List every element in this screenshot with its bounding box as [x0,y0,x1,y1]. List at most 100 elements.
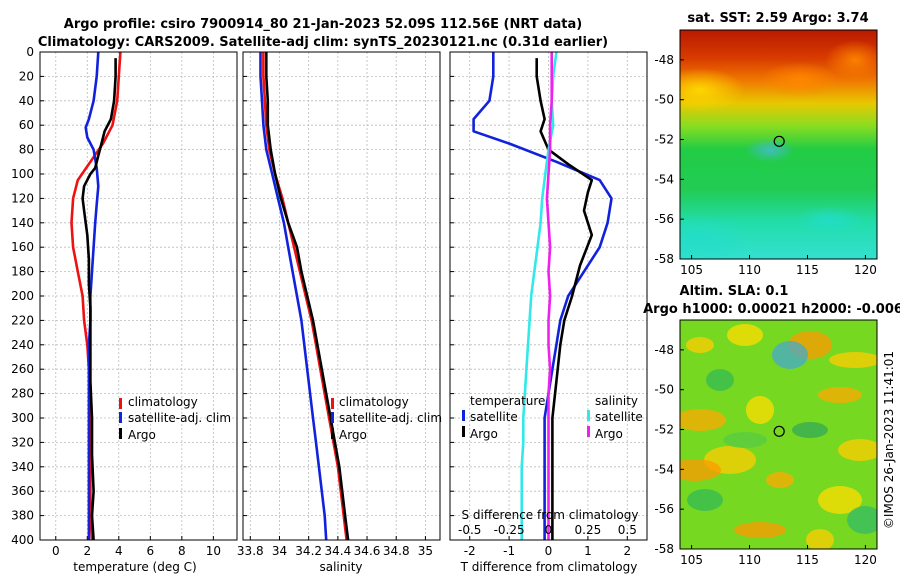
sla-map-title-line2: Argo h1000: 0.00021 h2000: -0.006 [643,302,900,317]
x-tick-label: 35 [418,544,433,558]
x-tick-label: 34.4 [324,544,351,558]
x-tick-label: 34.6 [354,544,381,558]
sla-patch [706,369,734,391]
series-line-argo [81,58,117,540]
map-x-tick-label: 110 [738,553,761,567]
legend-swatch-s-argo [587,426,590,437]
map-x-tick-label: 110 [738,263,761,277]
difference-panel: -2 -1 0 1 2 -0.5 -0.25 0 0.25 0.5 [449,51,648,558]
sst-map-title: sat. SST: 2.59 Argo: 3.74 [687,11,868,26]
temperature-xlabel: temperature (deg C) [73,560,196,574]
series-line-argo [264,52,350,540]
map-x-tick-label: 105 [680,553,703,567]
salinity-panel: 33.8 34 34.2 34.4 34.6 34.8 35 [237,51,441,558]
sla-patch [680,409,726,431]
argo-location-marker [773,425,785,437]
map-y-tick-label: -48 [654,343,674,357]
map-y-tick-label: -52 [654,423,674,437]
map-y-tick-label: -50 [654,383,674,397]
x-tick-label: 34.8 [383,544,410,558]
difference-legend: temperature satellite Argo salinity sate… [462,394,643,441]
x-tick-label: 8 [178,544,186,558]
y-tick-label: 180 [11,265,34,279]
series-line-satellite-adj-clim [84,52,100,540]
x-tick-label: 1 [584,544,592,558]
map-x-tick-label: 115 [796,263,819,277]
series-line-satellite-adj-clim [259,52,328,540]
y-tick-label: 320 [11,435,34,449]
map-y-tick-label: -50 [654,93,674,107]
x-tick-label: 0 [545,544,553,558]
legend-swatch-t-argo [462,426,465,437]
map-x-tick-label: 105 [680,263,703,277]
y-tick-label: 120 [11,191,34,205]
x-tick-label: 10 [206,544,221,558]
legend-swatch-satellite-adj [119,412,122,423]
legend-label-t-argo: Argo [470,427,498,441]
sla-patch [838,439,877,461]
x-tick-label: 34.2 [295,544,322,558]
x-tick-label: 0 [52,544,60,558]
s-tick-label: 0.25 [575,523,602,537]
y-tick-label: 380 [11,509,34,523]
series-line-s-argo [545,52,554,540]
map-y-tick-label: -56 [654,212,674,226]
s-tick-label: -0.5 [458,523,481,537]
legend-swatch-s-satellite [587,410,590,421]
y-tick-label: 220 [11,313,34,327]
sst-cool-patch [745,138,795,162]
sst-warm-patch [825,40,877,80]
s-tick-label: -0.25 [494,523,525,537]
x-tick-label: 2 [623,544,631,558]
series-line-t-argo [535,58,594,540]
y-tick-label: 300 [11,411,34,425]
s-tick-label: 0.5 [618,523,637,537]
legend-label-satellite-adj: satellite-adj. clim [128,411,231,425]
map-x-tick-label: 115 [796,553,819,567]
series-line-t-satellite [472,52,613,540]
sla-patch [686,337,714,353]
salinity-xlabel: salinity [319,560,362,574]
map-x-tick-label: 120 [854,553,877,567]
y-tick-label: 100 [11,167,34,181]
x-tick-label: 6 [146,544,154,558]
panel-frame [449,51,648,541]
x-tick-label: 33.8 [237,544,264,558]
panel-frame [39,51,238,541]
sst-warm-patch [760,62,840,98]
sla-map-title-line1: Altim. SLA: 0.1 [680,284,789,299]
sst-map [680,30,877,259]
y-tick-label: 360 [11,484,34,498]
sla-patch [723,432,767,448]
sla-map-axes: 105 110 115 120 -48 -50 -52 -54 -56 -58 [654,343,876,567]
sst-map-frame [679,29,878,260]
map-y-tick-label: -58 [654,252,674,266]
y-tick-label: 80 [19,143,34,157]
sla-patch [829,352,877,368]
chart-title-line1: Argo profile: csiro 7900914_80 21-Jan-20… [64,17,582,32]
series-line-s-satellite [520,52,558,540]
sla-patch [746,396,774,424]
sla-patch [847,506,877,534]
y-tick-label: 0 [26,45,34,59]
legend-title-salinity: salinity [595,394,638,408]
x-tick-label: -1 [503,544,515,558]
s-difference-label: S difference from climatology [462,508,639,522]
legend-swatch-climatology [119,398,122,409]
legend-label-t-satellite: satellite [470,410,518,424]
map-y-tick-label: -48 [654,53,674,67]
sla-patch [818,387,862,403]
map-y-tick-label: -58 [654,542,674,556]
legend-label-satellite-adj: satellite-adj. clim [339,411,442,425]
argo-location-marker [773,135,785,147]
legend-swatch-argo [119,428,122,439]
map-y-tick-label: -52 [654,133,674,147]
legend-label-climatology: climatology [128,395,198,409]
salinity-legend: climatology satellite-adj. clim Argo [331,395,442,442]
x-tick-label: -2 [464,544,476,558]
legend-label-argo: Argo [339,428,367,442]
sla-patch [734,522,786,538]
sla-patch [766,472,794,488]
sla-patch [806,529,834,549]
